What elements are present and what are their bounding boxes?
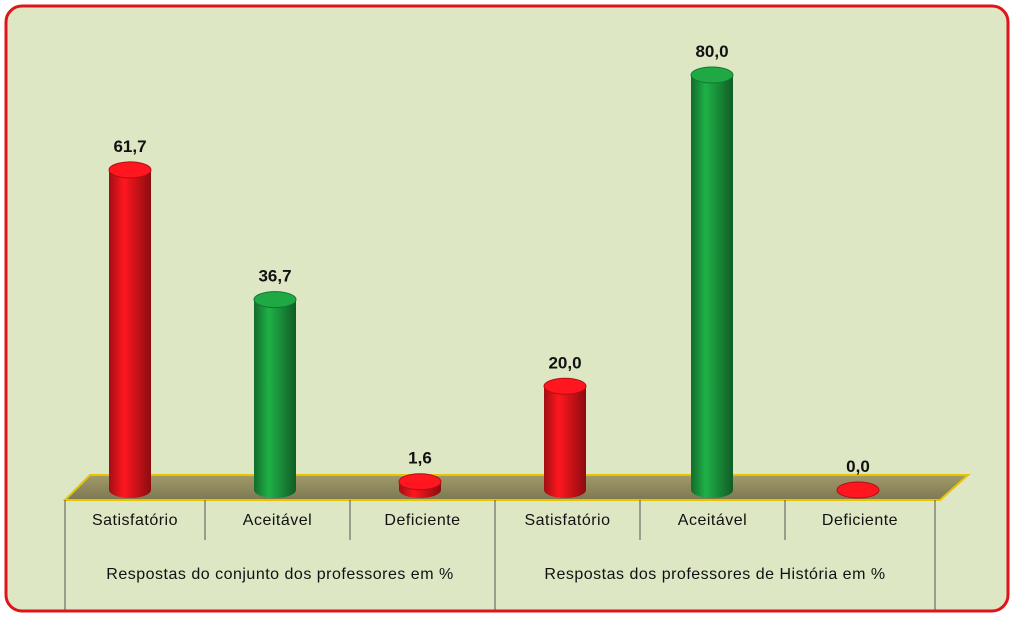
- category-label: Satisfatório: [91, 512, 179, 529]
- group-label: Respostas do conjunto dos professores em…: [106, 566, 454, 583]
- bar: [253, 291, 297, 498]
- value-label: 61,7: [113, 137, 146, 156]
- value-label: 1,6: [408, 449, 432, 468]
- value-label: 80,0: [695, 42, 728, 61]
- bar-top: [543, 377, 587, 395]
- bar: [108, 161, 152, 498]
- bar-body: [109, 169, 151, 490]
- bar-top: [108, 161, 152, 179]
- bar: [836, 481, 880, 499]
- bar-top: [253, 291, 297, 309]
- value-label: 0,0: [846, 457, 870, 476]
- bar-top: [690, 66, 734, 84]
- bar-body: [691, 75, 733, 490]
- value-label: 20,0: [548, 353, 581, 372]
- category-label: Deficiente: [384, 512, 461, 529]
- floor: [62, 474, 971, 501]
- category-label: Aceitável: [242, 512, 313, 529]
- bar: [398, 473, 442, 498]
- bar-top: [836, 481, 880, 499]
- bar-top: [398, 473, 442, 491]
- bar: [690, 66, 734, 498]
- category-label: Deficiente: [821, 512, 899, 529]
- group-label: Respostas dos professores de História em…: [544, 566, 886, 583]
- bar-body: [254, 299, 296, 490]
- category-table: [64, 500, 936, 610]
- bar-body: [544, 386, 586, 490]
- value-label: 36,7: [258, 267, 291, 286]
- category-label: Satisfatório: [524, 512, 611, 529]
- bar: [543, 377, 587, 498]
- category-label: Aceitável: [677, 512, 748, 529]
